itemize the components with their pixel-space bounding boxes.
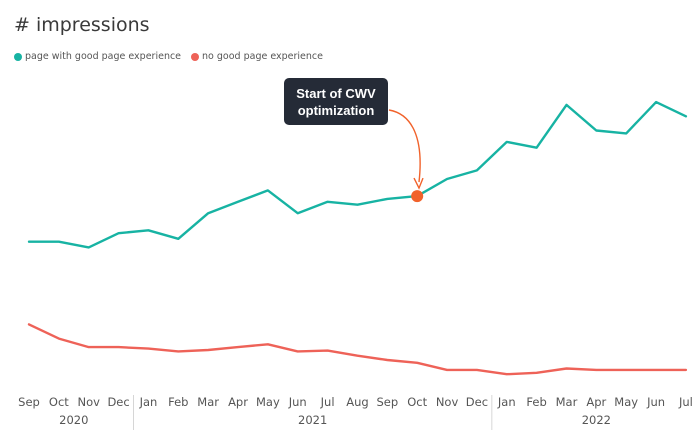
- x-tick-label: Feb: [526, 395, 546, 409]
- x-tick-label: May: [614, 395, 638, 409]
- x-year-label: 2020: [59, 413, 88, 427]
- x-tick-label: Jul: [678, 395, 693, 409]
- annotation-arrowhead: [413, 177, 424, 190]
- series-line-0: [27, 100, 688, 249]
- x-tick-label: Jun: [288, 395, 307, 409]
- x-tick-label: Jul: [320, 395, 335, 409]
- legend-dot-bad: [191, 52, 200, 61]
- legend-dot-good: [14, 52, 22, 61]
- x-tick-label: Aug: [346, 395, 368, 409]
- x-tick-label: May: [256, 395, 280, 409]
- x-tick-label: Feb: [168, 395, 188, 409]
- x-tick-label: Jan: [139, 395, 158, 409]
- x-tick-label: Sep: [376, 395, 398, 409]
- x-tick-label: Nov: [436, 395, 459, 409]
- x-year-label: 2021: [298, 413, 327, 427]
- annotation-line-1: Start of CWV: [296, 85, 376, 101]
- legend-item-good[interactable]: page with good page experience: [14, 51, 181, 62]
- x-tick-label: Nov: [77, 395, 100, 409]
- x-tick-label: Jan: [497, 395, 516, 409]
- annotation-arrow: [388, 109, 421, 183]
- x-year-label: 2022: [582, 413, 611, 427]
- series-line-1: [27, 323, 688, 376]
- x-tick-label: Apr: [586, 395, 606, 409]
- annotation-marker: [411, 190, 424, 203]
- legend-label-good: page with good page experience: [25, 51, 182, 62]
- annotation-line-2: optimization: [297, 102, 375, 118]
- x-tick-label: Apr: [228, 395, 248, 409]
- legend-label-bad: no good page experience: [202, 51, 323, 62]
- x-tick-label: Mar: [556, 395, 578, 409]
- legend-item-bad[interactable]: no good page experience: [191, 51, 323, 62]
- chart-title: # impressions: [14, 14, 150, 36]
- x-tick-label: Jun: [646, 395, 665, 409]
- x-tick-label: Sep: [18, 395, 40, 409]
- annotation-callout: Start of CWV optimization: [284, 78, 388, 125]
- x-tick-label: Dec: [107, 395, 129, 409]
- legend: page with good page experience no good p…: [14, 51, 323, 62]
- x-tick-label: Mar: [197, 395, 219, 409]
- x-tick-label: Dec: [466, 395, 488, 409]
- x-tick-label: Oct: [49, 395, 69, 409]
- x-tick-label: Oct: [407, 395, 427, 409]
